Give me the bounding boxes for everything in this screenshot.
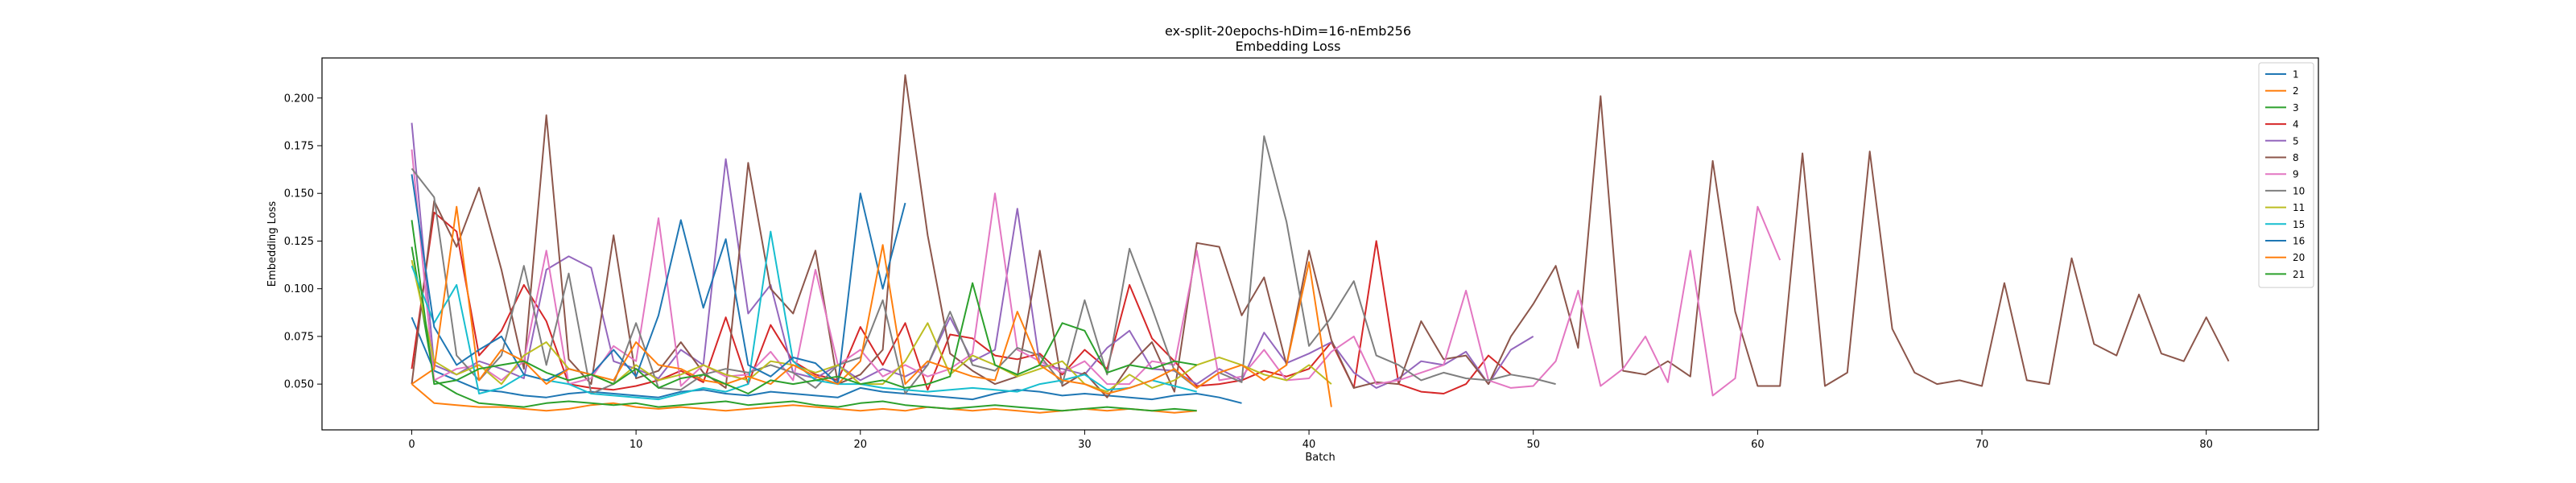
series-line-16 (411, 174, 906, 386)
y-tick-label: 0.200 (284, 93, 314, 105)
series-line-10 (411, 135, 1556, 394)
x-tick-label: 0 (408, 439, 415, 451)
legend-label: 5 (2293, 135, 2299, 147)
x-tick-label: 10 (630, 439, 643, 451)
legend-label: 10 (2293, 185, 2305, 196)
series-line-9 (411, 149, 1781, 397)
x-tick-label: 40 (1302, 439, 1316, 451)
legend-label: 16 (2293, 236, 2305, 247)
x-axis-label: Batch (1305, 452, 1335, 464)
series-line-20 (411, 205, 1332, 407)
x-tick-label: 60 (1751, 439, 1765, 451)
legend-label: 3 (2293, 102, 2299, 114)
y-tick-label: 0.125 (284, 236, 314, 248)
plot-lines (411, 74, 2230, 414)
legend-label: 20 (2293, 252, 2305, 263)
legend-label: 1 (2293, 69, 2299, 80)
series-line-15 (411, 230, 1197, 401)
y-axis-label: Embedding Loss (266, 201, 279, 287)
chart-subtitle: Embedding Loss (1236, 39, 1341, 54)
legend-box (2258, 62, 2314, 288)
series-line-5 (411, 122, 1534, 389)
chart-title: ex-split-20epochs-hDim=16-nEmb256 (1165, 23, 1411, 39)
legend-label: 9 (2293, 169, 2299, 180)
y-tick-label: 0.150 (284, 188, 314, 200)
y-tick-label: 0.050 (284, 379, 314, 391)
legend-label: 8 (2293, 152, 2299, 163)
x-axis-ticks: 0 10 20 30 40 50 60 70 80 (408, 430, 2213, 451)
series-line-3 (411, 246, 1197, 412)
plot-frame (321, 57, 2319, 431)
series-line-1 (411, 316, 1242, 404)
x-tick-label: 70 (1975, 439, 1989, 451)
x-tick-label: 80 (2199, 439, 2213, 451)
x-tick-label: 50 (1526, 439, 1540, 451)
y-tick-label: 0.075 (284, 331, 314, 343)
legend-label: 21 (2293, 269, 2305, 280)
x-tick-label: 30 (1078, 439, 1092, 451)
series-line-4 (411, 211, 1512, 394)
y-tick-label: 0.100 (284, 283, 314, 295)
legend-label: 2 (2293, 85, 2299, 97)
y-tick-label: 0.175 (284, 140, 314, 152)
legend-label: 4 (2293, 119, 2299, 130)
x-tick-label: 20 (853, 439, 867, 451)
legend-label: 11 (2293, 202, 2305, 213)
legend-label: 15 (2293, 219, 2305, 230)
series-line-2 (411, 383, 1197, 414)
series-line-8 (411, 74, 2230, 398)
series-line-11 (411, 259, 1332, 393)
legend: 1 2 3 4 5 8 9 10 11 15 16 20 21 (2258, 62, 2314, 288)
series-line-21 (411, 220, 1197, 394)
y-axis-ticks: 0.050 0.075 0.100 0.125 0.150 0.175 0.200 (284, 93, 322, 391)
